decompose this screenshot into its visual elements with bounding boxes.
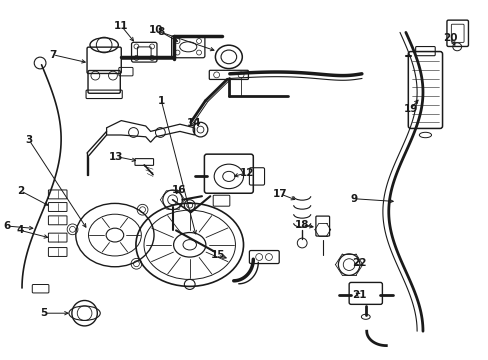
- Text: 7: 7: [49, 50, 57, 60]
- Text: 10: 10: [149, 24, 163, 35]
- Text: 17: 17: [272, 189, 286, 199]
- Text: 1: 1: [158, 96, 164, 106]
- Text: 15: 15: [210, 250, 224, 260]
- Text: 14: 14: [186, 118, 201, 128]
- Text: 22: 22: [351, 258, 366, 268]
- Text: 12: 12: [239, 168, 254, 178]
- Text: 21: 21: [351, 290, 366, 300]
- Text: 19: 19: [403, 104, 417, 114]
- Text: 20: 20: [443, 33, 457, 43]
- Text: 9: 9: [350, 194, 357, 204]
- Text: 13: 13: [109, 152, 123, 162]
- Text: 8: 8: [158, 27, 164, 37]
- Text: 5: 5: [41, 308, 47, 318]
- Text: 4: 4: [17, 225, 24, 235]
- Text: 18: 18: [294, 220, 309, 230]
- Text: 3: 3: [26, 135, 33, 145]
- Text: 2: 2: [17, 186, 24, 196]
- Text: 6: 6: [4, 221, 11, 231]
- Text: 16: 16: [172, 185, 186, 195]
- Text: 11: 11: [114, 21, 128, 31]
